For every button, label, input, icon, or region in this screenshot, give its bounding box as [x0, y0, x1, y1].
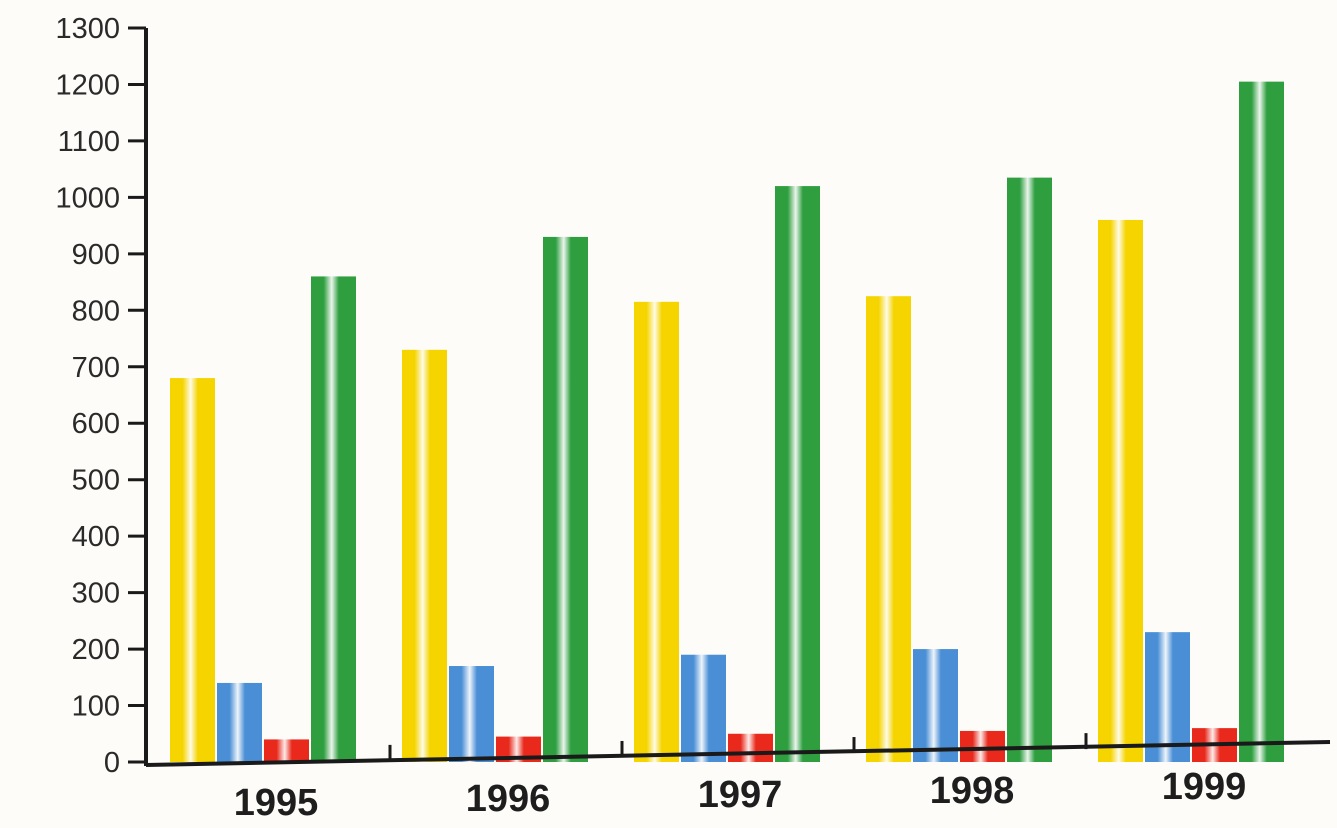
bar-1995-series-1 — [170, 378, 215, 762]
x-tick-label-1997: 1997 — [698, 774, 783, 816]
y-tick-label: 600 — [72, 408, 120, 440]
y-tick-label: 400 — [72, 521, 120, 553]
x-axis-line — [145, 740, 1331, 767]
bar-1995-series-2 — [217, 682, 262, 762]
bar-1995-series-4 — [311, 276, 356, 762]
y-tick-label: 1300 — [55, 13, 120, 45]
bar-1997-series-2 — [681, 654, 726, 762]
y-tick-label: 800 — [72, 295, 120, 327]
bar-1999-series-4 — [1239, 81, 1284, 763]
y-tick-label: 500 — [72, 465, 120, 497]
bar-1999-series-2 — [1145, 632, 1190, 762]
axes-layer — [128, 26, 1331, 767]
y-tick-label: 300 — [72, 578, 120, 610]
y-tick-label: 1200 — [55, 69, 120, 101]
bar-1998-series-1 — [866, 296, 911, 762]
y-tick-label: 900 — [72, 239, 120, 271]
x-tick-label-1995: 1995 — [234, 782, 319, 823]
bars-layer — [170, 81, 1284, 763]
bar-1998-series-2 — [913, 649, 958, 762]
x-tick-label-1999: 1999 — [1162, 766, 1247, 808]
bar-1995-series-3 — [264, 739, 309, 762]
bar-1999-series-1 — [1098, 219, 1143, 762]
bar-1996-series-4 — [543, 236, 588, 762]
bar-1997-series-1 — [634, 301, 679, 762]
y-tick-label: 1100 — [58, 126, 120, 158]
y-tick-label: 100 — [72, 691, 120, 723]
y-tick-label: 700 — [72, 352, 120, 384]
bar-1998-series-4 — [1007, 177, 1052, 763]
y-tick-label: 0 — [104, 747, 120, 779]
y-tick-label: 200 — [72, 634, 120, 666]
x-tick-label-1996: 1996 — [466, 778, 551, 820]
labels-layer: 0 100 200 300 400 500 600 700 800 900 1000 1100 1200… — [55, 13, 1247, 824]
bar-1997-series-3 — [728, 733, 773, 762]
x-tick-label-1998: 1998 — [930, 770, 1015, 812]
bar-1996-series-1 — [402, 349, 447, 762]
y-tick-label: 1000 — [55, 182, 120, 214]
bar-1996-series-2 — [449, 666, 494, 762]
bar-1997-series-4 — [775, 186, 820, 763]
